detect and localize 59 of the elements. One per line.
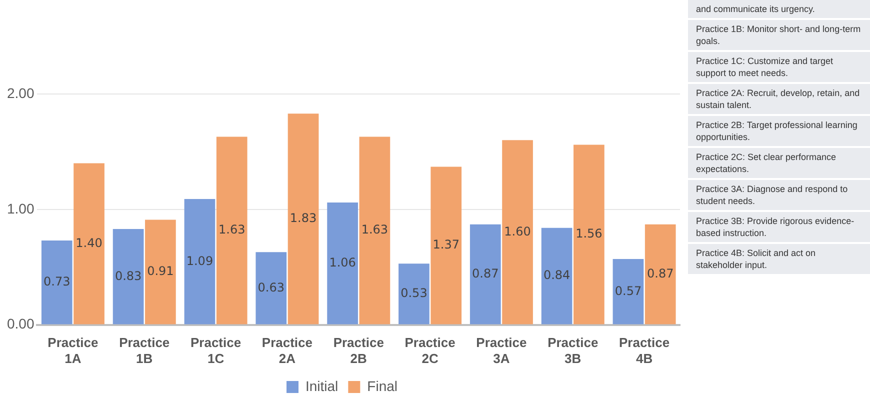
data-label: 1.63 bbox=[361, 222, 388, 237]
bar bbox=[430, 166, 462, 324]
x-tick-label: Practice 2B bbox=[333, 335, 384, 366]
data-label: 0.84 bbox=[543, 268, 570, 282]
text: Practice 2C: Set clear performance expectations. bbox=[688, 148, 870, 178]
data-label: 1.09 bbox=[186, 254, 214, 268]
data-label: 1.60 bbox=[504, 224, 531, 238]
x-tick-label: Practice 1A bbox=[48, 335, 98, 366]
text: Practice 1C: Customize and target support to meet needs. bbox=[688, 52, 870, 82]
x-tick-label: Practice 1B bbox=[119, 335, 170, 366]
data-label: 0.63 bbox=[258, 280, 284, 294]
bar bbox=[470, 224, 501, 324]
bar bbox=[327, 202, 358, 324]
bar bbox=[574, 144, 604, 324]
bar bbox=[288, 114, 319, 324]
data-label: 1.83 bbox=[290, 211, 317, 226]
legend-label: Final bbox=[367, 378, 398, 394]
data-label: 0.87 bbox=[472, 266, 499, 280]
text: Practice 3B: Provide rigorous evidence-based instruction. bbox=[688, 212, 870, 242]
x-tick-label: Practice 1C bbox=[190, 335, 242, 366]
text: and communicate its urgency. bbox=[688, 0, 870, 18]
y-tick-label: 0.00 bbox=[7, 316, 34, 332]
x-tick-label: Practice 4B bbox=[618, 335, 670, 366]
bar bbox=[41, 240, 72, 324]
data-label: 0.83 bbox=[114, 268, 142, 283]
bar bbox=[644, 224, 676, 324]
bar bbox=[145, 220, 176, 324]
bar bbox=[502, 140, 533, 324]
data-label: 0.53 bbox=[400, 286, 428, 300]
text: Practice 2B: Target professional learning opportunities. bbox=[688, 116, 870, 146]
data-label: 1.63 bbox=[218, 222, 246, 237]
data-label: 0.87 bbox=[647, 266, 674, 280]
bar bbox=[74, 163, 104, 324]
bar bbox=[359, 136, 390, 324]
text: Practice 1B: Monitor short- and long-term goals. bbox=[688, 20, 870, 50]
data-label: 0.73 bbox=[44, 274, 70, 289]
bar bbox=[541, 228, 572, 324]
text: Practice 3A: Diagnose and respond to student needs. bbox=[688, 180, 870, 210]
data-label: 1.37 bbox=[432, 238, 460, 252]
bar bbox=[612, 259, 644, 324]
bar bbox=[184, 199, 216, 324]
bar bbox=[398, 264, 430, 324]
x-tick-label: Practice 3B bbox=[548, 335, 598, 366]
data-label: 1.56 bbox=[576, 226, 602, 241]
bar bbox=[256, 252, 287, 324]
data-label: 1.06 bbox=[329, 256, 356, 270]
data-label: 0.91 bbox=[147, 264, 174, 278]
data-label: 1.40 bbox=[76, 236, 102, 250]
x-tick-label: Practice 2C bbox=[404, 335, 456, 366]
bar bbox=[216, 136, 248, 324]
x-tick-label: Practice 3A bbox=[476, 335, 527, 366]
y-tick-label: 1.00 bbox=[7, 200, 34, 216]
x-tick-label: Practice 2A bbox=[262, 335, 313, 366]
data-label: 0.57 bbox=[614, 284, 642, 298]
y-tick-label: 2.00 bbox=[7, 84, 34, 101]
legend-label: Initial bbox=[305, 378, 338, 394]
text: Practice 4B: Solicit and act on stakeholder input. bbox=[688, 244, 870, 274]
text: Practice 2A: Recruit, develop, retain, and sustain talent. bbox=[688, 84, 870, 114]
bar bbox=[112, 229, 144, 324]
